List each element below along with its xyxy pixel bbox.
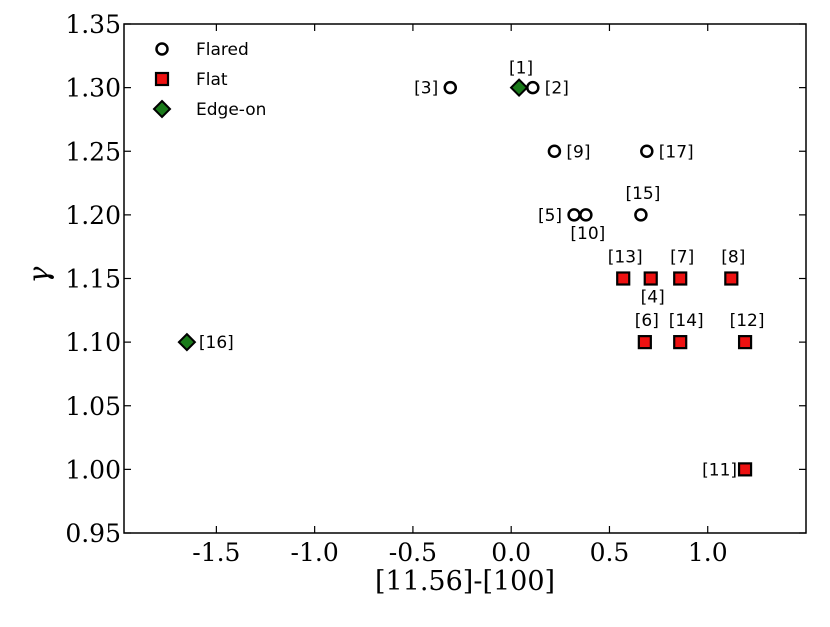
edge-on-point bbox=[509, 78, 529, 98]
point-label: [3] bbox=[414, 79, 438, 99]
ticks: -1.5 -1.0 -0.5 0.0 0.5 1.0 0.95 1.00 1.05 1.10 1.1… bbox=[65, 10, 806, 567]
flat-point bbox=[737, 462, 753, 477]
flared-point bbox=[547, 144, 562, 158]
y-tick-label: 1.30 bbox=[65, 74, 121, 103]
flat-point bbox=[737, 335, 753, 350]
flat-point bbox=[643, 271, 658, 286]
plot-area bbox=[124, 24, 806, 533]
flared-point bbox=[443, 80, 458, 95]
point-label: [13] bbox=[608, 248, 643, 268]
flared-point bbox=[640, 144, 654, 158]
point-label: [14] bbox=[669, 311, 704, 331]
point-label: [10] bbox=[570, 224, 605, 244]
legend: Flared Flat Edge-on bbox=[152, 40, 266, 120]
flat-point bbox=[724, 271, 739, 286]
flat-point bbox=[673, 335, 688, 350]
point-label: [16] bbox=[199, 333, 234, 353]
flared-point bbox=[526, 80, 540, 95]
data-points bbox=[177, 78, 753, 477]
point-label: [17] bbox=[659, 142, 694, 162]
flat-point bbox=[673, 271, 688, 286]
plot-frame bbox=[123, 23, 807, 534]
legend-marker-flared bbox=[155, 42, 169, 56]
x-tick-label: 1.0 bbox=[688, 538, 728, 567]
x-tick-label: -1.5 bbox=[192, 538, 240, 567]
x-tick-label: 0.5 bbox=[590, 538, 630, 567]
y-tick-label: 0.95 bbox=[65, 519, 121, 548]
point-label: [9] bbox=[566, 142, 590, 162]
point-label: [8] bbox=[721, 248, 745, 268]
y-tick-label: 1.20 bbox=[65, 201, 121, 230]
flared-point bbox=[634, 208, 648, 222]
x-tick-label: -0.5 bbox=[389, 538, 437, 567]
legend-label: Flat bbox=[196, 70, 228, 90]
x-tick-label: 0.0 bbox=[491, 538, 531, 567]
point-label: [5] bbox=[538, 206, 562, 226]
point-label: [2] bbox=[545, 79, 569, 99]
flat-point bbox=[616, 271, 631, 286]
edge-on-point bbox=[177, 332, 197, 352]
y-tick-label: 1.00 bbox=[65, 455, 121, 484]
legend-marker-edge-on bbox=[152, 99, 172, 119]
x-tick-label: -1.0 bbox=[291, 538, 339, 567]
legend-label: Flared bbox=[196, 40, 249, 60]
point-label: [15] bbox=[625, 184, 660, 204]
y-axis-label: γ bbox=[22, 266, 55, 283]
point-label: [11] bbox=[702, 460, 737, 480]
flared-point bbox=[579, 208, 593, 222]
flared-point bbox=[567, 208, 581, 222]
flat-point bbox=[637, 335, 652, 350]
x-axis-label: [11.56]-[100] bbox=[375, 566, 555, 597]
legend-label: Edge-on bbox=[196, 100, 266, 120]
y-tick-label: 1.35 bbox=[65, 10, 121, 39]
point-label: [12] bbox=[730, 311, 765, 331]
point-labels: [2] [3] [9] [17] [5] [10] [15] [13] [4][7] [8] [6]… bbox=[199, 59, 765, 481]
point-label: [4] bbox=[641, 288, 665, 308]
y-tick-label: 1.05 bbox=[65, 392, 121, 421]
y-tick-label: 1.10 bbox=[65, 328, 121, 357]
point-label: [7] bbox=[670, 248, 694, 268]
point-label: [1] bbox=[509, 59, 533, 79]
y-tick-label: 1.15 bbox=[65, 265, 121, 294]
y-tick-label: 1.25 bbox=[65, 137, 121, 166]
legend-marker-flat bbox=[154, 71, 170, 87]
point-label: [6] bbox=[635, 311, 659, 331]
